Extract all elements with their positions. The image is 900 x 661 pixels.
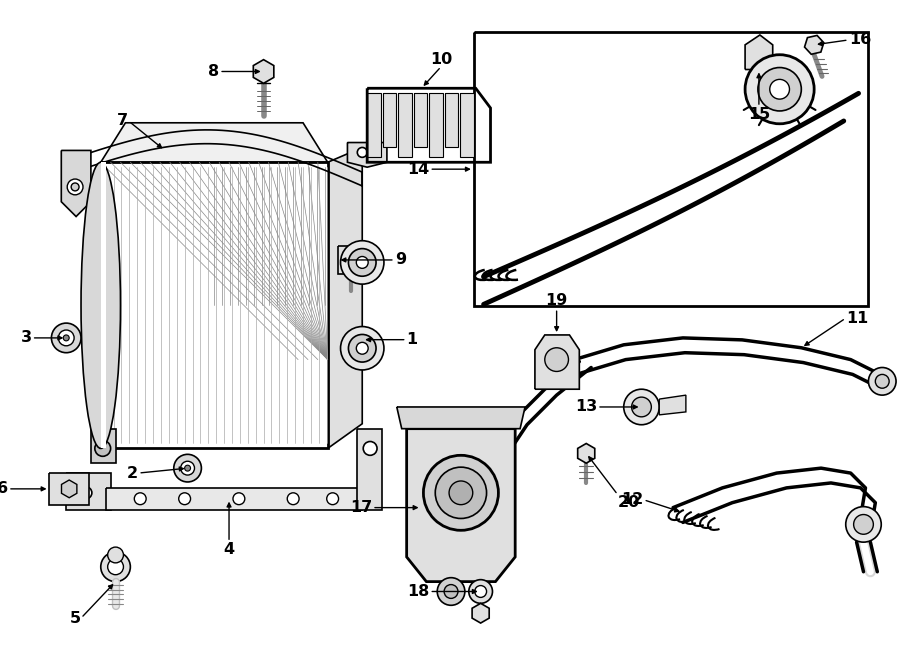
Circle shape [868,368,896,395]
Circle shape [71,183,79,191]
Circle shape [181,461,194,475]
Text: 19: 19 [545,293,568,308]
PathPatch shape [101,162,328,448]
Circle shape [174,454,202,482]
Circle shape [356,342,368,354]
Circle shape [437,578,465,605]
Circle shape [108,547,123,563]
PathPatch shape [67,473,111,510]
Text: 15: 15 [748,107,770,122]
PathPatch shape [91,429,115,463]
Text: 7: 7 [117,113,129,128]
Text: 13: 13 [575,399,597,414]
PathPatch shape [745,35,773,69]
Circle shape [348,334,376,362]
PathPatch shape [105,488,362,510]
Text: 3: 3 [21,330,32,346]
Circle shape [624,389,659,425]
Circle shape [758,67,801,111]
PathPatch shape [367,93,381,157]
Circle shape [94,440,111,456]
Ellipse shape [81,162,121,448]
Circle shape [364,442,377,455]
Text: 14: 14 [407,162,429,176]
PathPatch shape [460,93,473,157]
Circle shape [345,253,358,267]
PathPatch shape [347,143,387,167]
Circle shape [348,249,376,276]
Text: 1: 1 [407,332,418,347]
Circle shape [51,323,81,353]
Circle shape [853,514,873,534]
Circle shape [770,79,789,99]
Circle shape [436,467,487,518]
Circle shape [444,584,458,598]
Text: 10: 10 [430,52,453,67]
Circle shape [63,335,69,341]
Circle shape [108,559,123,574]
Circle shape [101,552,130,582]
Text: 18: 18 [407,584,429,599]
PathPatch shape [397,407,525,429]
Circle shape [544,348,569,371]
Text: 2: 2 [127,465,139,481]
PathPatch shape [429,93,443,157]
Text: 12: 12 [621,492,644,507]
Text: 20: 20 [617,495,640,510]
Circle shape [632,397,652,417]
PathPatch shape [101,123,328,162]
Circle shape [134,493,146,504]
Circle shape [179,493,191,504]
PathPatch shape [382,93,396,147]
PathPatch shape [535,335,580,389]
Circle shape [58,330,74,346]
Text: 9: 9 [395,253,406,268]
Text: 6: 6 [0,481,8,496]
Circle shape [449,481,473,504]
PathPatch shape [101,162,105,448]
Circle shape [233,493,245,504]
Text: 11: 11 [846,311,868,326]
PathPatch shape [338,246,365,274]
PathPatch shape [61,151,91,217]
Text: 8: 8 [208,64,220,79]
PathPatch shape [398,93,411,157]
PathPatch shape [445,93,458,147]
Text: 16: 16 [849,32,871,48]
Circle shape [287,493,299,504]
Circle shape [327,493,338,504]
Circle shape [745,55,814,124]
Circle shape [340,327,384,370]
Circle shape [469,580,492,603]
Text: 4: 4 [223,542,235,557]
PathPatch shape [414,93,427,147]
PathPatch shape [50,473,89,504]
Circle shape [68,179,83,195]
PathPatch shape [473,32,868,306]
Text: 17: 17 [350,500,372,515]
PathPatch shape [407,429,515,582]
Text: 5: 5 [70,611,81,625]
PathPatch shape [328,147,362,448]
Circle shape [846,506,881,542]
Circle shape [340,241,384,284]
Circle shape [423,455,499,530]
PathPatch shape [357,429,382,510]
Circle shape [876,374,889,388]
PathPatch shape [659,395,686,415]
Circle shape [184,465,191,471]
Circle shape [80,487,92,499]
Circle shape [474,586,487,598]
Circle shape [357,147,367,157]
Circle shape [356,256,368,268]
